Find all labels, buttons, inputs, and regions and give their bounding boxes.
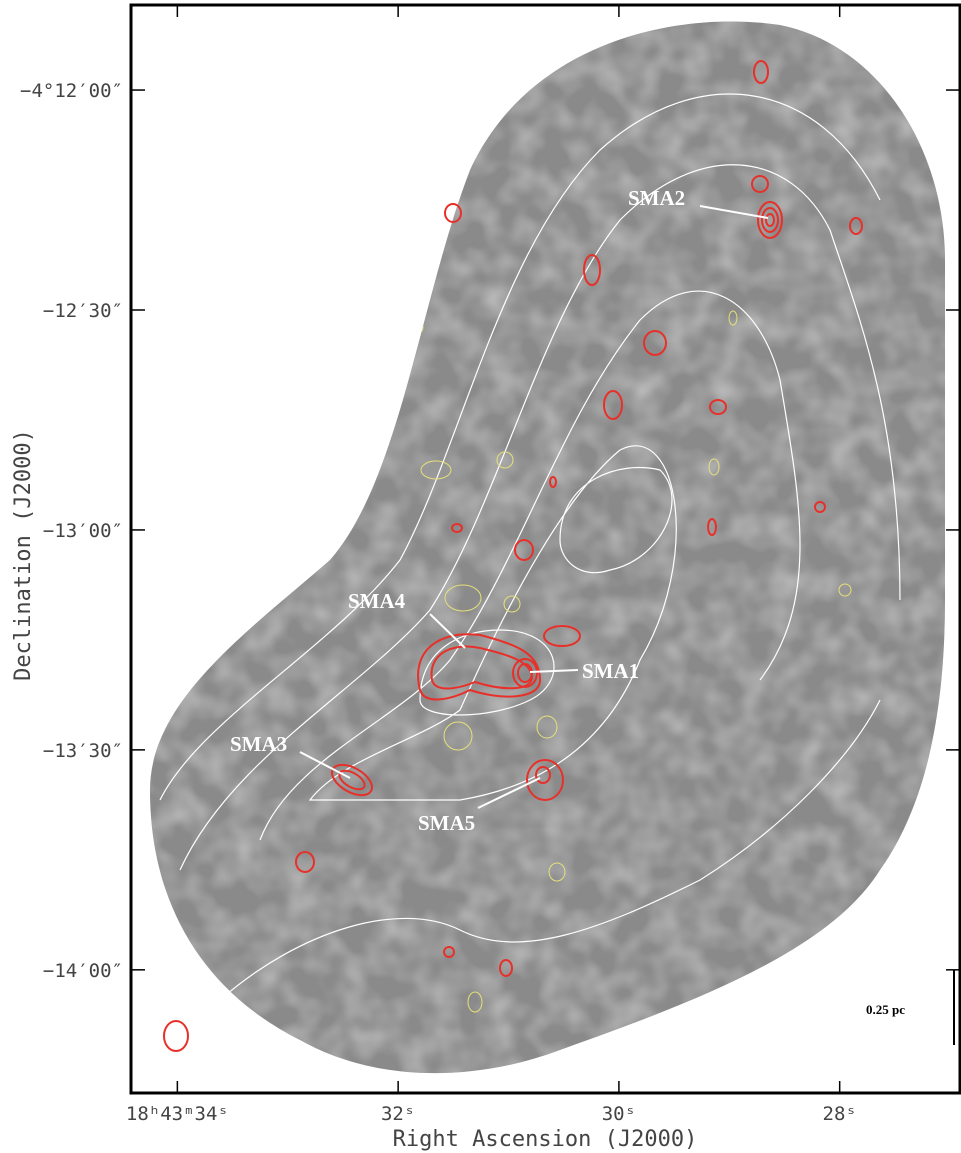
x-tick-label: 18ʰ43ᵐ34ˢ	[126, 1103, 229, 1125]
source-label: SMA1	[582, 659, 639, 683]
grayscale-map	[130, 5, 961, 1093]
y-tick-label: −4°12′00″	[20, 80, 123, 102]
y-axis-label: Declination (J2000)	[11, 429, 36, 681]
y-tick-label: −13′00″	[43, 520, 123, 542]
source-label: SMA5	[418, 811, 475, 835]
y-tick-label: −13′30″	[43, 740, 123, 762]
x-axis-label: Right Ascension (J2000)	[393, 1127, 698, 1152]
y-tick-label: −14′00″	[43, 960, 123, 982]
x-tick-label: 30ˢ	[602, 1103, 636, 1125]
source-label: SMA2	[628, 186, 685, 210]
scale-bar-label: 0.25 pc	[866, 1002, 905, 1017]
x-tick-label: 32ˢ	[381, 1103, 415, 1125]
source-label: SMA3	[230, 732, 287, 756]
source-label: SMA4	[348, 589, 406, 613]
y-tick-label: −12′30″	[43, 300, 123, 322]
x-tick-label: 28ˢ	[823, 1103, 857, 1125]
figure: SMA1 SMA2 SMA3 SMA4 SMA5 0.25 pc Right A…	[0, 0, 961, 1153]
